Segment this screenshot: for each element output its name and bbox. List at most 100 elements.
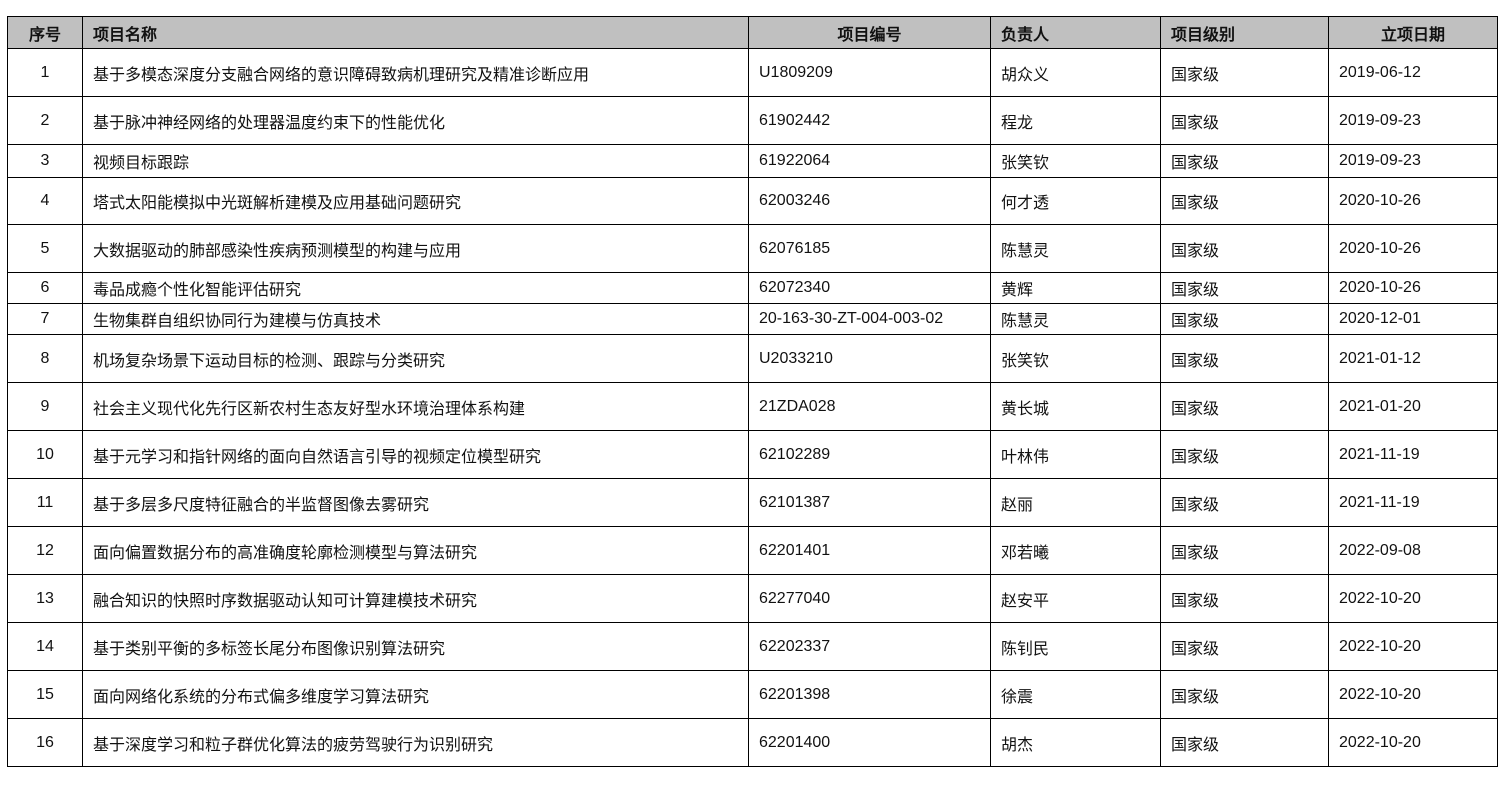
header-date: 立项日期: [1328, 16, 1498, 49]
cell-index: 7: [7, 303, 83, 335]
cell-project-number: 62003246: [748, 177, 991, 225]
cell-project-number: 62202337: [748, 622, 991, 671]
cell-project-name: 融合知识的快照时序数据驱动认知可计算建模技术研究: [82, 574, 749, 623]
cell-date: 2019-09-23: [1328, 144, 1498, 178]
cell-project-number: 21ZDA028: [748, 382, 991, 431]
cell-level: 国家级: [1160, 622, 1329, 671]
cell-date: 2020-12-01: [1328, 303, 1498, 335]
header-project-number: 项目编号: [748, 16, 991, 49]
cell-level: 国家级: [1160, 382, 1329, 431]
cell-project-number: 62277040: [748, 574, 991, 623]
cell-index: 1: [7, 48, 83, 97]
table-header-row: 序号 项目名称 项目编号 负责人 项目级别 立项日期: [7, 16, 1498, 49]
cell-index: 6: [7, 272, 83, 304]
cell-date: 2019-06-12: [1328, 48, 1498, 97]
cell-project-name: 基于多层多尺度特征融合的半监督图像去雾研究: [82, 478, 749, 527]
cell-level: 国家级: [1160, 526, 1329, 575]
header-leader: 负责人: [990, 16, 1161, 49]
cell-index: 8: [7, 334, 83, 383]
cell-project-name: 基于类别平衡的多标签长尾分布图像识别算法研究: [82, 622, 749, 671]
cell-index: 12: [7, 526, 83, 575]
table-row: 10 基于元学习和指针网络的面向自然语言引导的视频定位模型研究 62102289 叶林…: [7, 430, 1498, 479]
cell-level: 国家级: [1160, 272, 1329, 304]
cell-index: 9: [7, 382, 83, 431]
cell-date: 2022-10-20: [1328, 622, 1498, 671]
cell-date: 2021-11-19: [1328, 430, 1498, 479]
cell-date: 2022-09-08: [1328, 526, 1498, 575]
cell-date: 2019-09-23: [1328, 96, 1498, 145]
cell-project-number: 61902442: [748, 96, 991, 145]
table-row: 7 生物集群自组织协同行为建模与仿真技术 20-163-30-ZT-004-003-…: [7, 303, 1498, 335]
cell-index: 3: [7, 144, 83, 178]
cell-project-name: 基于多模态深度分支融合网络的意识障碍致病机理研究及精准诊断应用: [82, 48, 749, 97]
table-row: 12 面向偏置数据分布的高准确度轮廓检测模型与算法研究 62201401 邓若曦 国家级…: [7, 526, 1498, 575]
table-row: 4 塔式太阳能模拟中光斑解析建模及应用基础问题研究 62003246 何才透 国家级 20…: [7, 177, 1498, 225]
cell-project-name: 面向偏置数据分布的高准确度轮廓检测模型与算法研究: [82, 526, 749, 575]
header-index: 序号: [7, 16, 83, 49]
cell-project-number: 62201398: [748, 670, 991, 719]
cell-project-number: 62102289: [748, 430, 991, 479]
cell-leader: 胡众义: [990, 48, 1161, 97]
cell-date: 2021-11-19: [1328, 478, 1498, 527]
cell-date: 2021-01-20: [1328, 382, 1498, 431]
cell-level: 国家级: [1160, 224, 1329, 273]
cell-level: 国家级: [1160, 48, 1329, 97]
cell-level: 国家级: [1160, 670, 1329, 719]
cell-index: 14: [7, 622, 83, 671]
cell-index: 10: [7, 430, 83, 479]
cell-index: 15: [7, 670, 83, 719]
cell-level: 国家级: [1160, 334, 1329, 383]
cell-project-name: 塔式太阳能模拟中光斑解析建模及应用基础问题研究: [82, 177, 749, 225]
table-row: 6 毒品成瘾个性化智能评估研究 62072340 黄辉 国家级 2020-10-26: [7, 272, 1498, 304]
cell-project-number: U1809209: [748, 48, 991, 97]
cell-level: 国家级: [1160, 718, 1329, 767]
cell-date: 2022-10-20: [1328, 670, 1498, 719]
cell-leader: 胡杰: [990, 718, 1161, 767]
cell-project-number: 61922064: [748, 144, 991, 178]
cell-project-number: 62076185: [748, 224, 991, 273]
cell-leader: 黄辉: [990, 272, 1161, 304]
cell-date: 2020-10-26: [1328, 272, 1498, 304]
cell-date: 2022-10-20: [1328, 574, 1498, 623]
table-row: 1 基于多模态深度分支融合网络的意识障碍致病机理研究及精准诊断应用 U1809209…: [7, 48, 1498, 97]
cell-leader: 黄长城: [990, 382, 1161, 431]
cell-level: 国家级: [1160, 303, 1329, 335]
header-project-name: 项目名称: [82, 16, 749, 49]
table-row: 9 社会主义现代化先行区新农村生态友好型水环境治理体系构建 21ZDA028 黄长城国…: [7, 382, 1498, 431]
cell-project-number: 62072340: [748, 272, 991, 304]
table-row: 8 机场复杂场景下运动目标的检测、跟踪与分类研究 U2033210 张笑钦 国家级 202…: [7, 334, 1498, 383]
cell-level: 国家级: [1160, 177, 1329, 225]
cell-project-number: 62201400: [748, 718, 991, 767]
table-row: 5 大数据驱动的肺部感染性疾病预测模型的构建与应用 62076185 陈慧灵 国家级 20…: [7, 224, 1498, 273]
cell-index: 13: [7, 574, 83, 623]
cell-leader: 徐震: [990, 670, 1161, 719]
cell-date: 2022-10-20: [1328, 718, 1498, 767]
cell-leader: 邓若曦: [990, 526, 1161, 575]
cell-level: 国家级: [1160, 574, 1329, 623]
project-table: 序号 项目名称 项目编号 负责人 项目级别 立项日期 1 基于多模态深度分支融合网…: [7, 16, 1498, 767]
cell-index: 16: [7, 718, 83, 767]
cell-project-number: 20-163-30-ZT-004-003-02: [748, 303, 991, 335]
cell-level: 国家级: [1160, 430, 1329, 479]
cell-project-name: 大数据驱动的肺部感染性疾病预测模型的构建与应用: [82, 224, 749, 273]
cell-date: 2020-10-26: [1328, 224, 1498, 273]
cell-date: 2020-10-26: [1328, 177, 1498, 225]
cell-leader: 陈慧灵: [990, 224, 1161, 273]
cell-index: 5: [7, 224, 83, 273]
cell-project-name: 生物集群自组织协同行为建模与仿真技术: [82, 303, 749, 335]
cell-project-number: 62201401: [748, 526, 991, 575]
table-row: 3 视频目标跟踪 61922064 张笑钦 国家级 2019-09-23: [7, 144, 1498, 178]
cell-project-name: 基于脉冲神经网络的处理器温度约束下的性能优化: [82, 96, 749, 145]
cell-project-name: 机场复杂场景下运动目标的检测、跟踪与分类研究: [82, 334, 749, 383]
cell-level: 国家级: [1160, 478, 1329, 527]
cell-project-name: 基于元学习和指针网络的面向自然语言引导的视频定位模型研究: [82, 430, 749, 479]
table-row: 2 基于脉冲神经网络的处理器温度约束下的性能优化 61902442 程龙 国家级 2019…: [7, 96, 1498, 145]
cell-leader: 程龙: [990, 96, 1161, 145]
header-level: 项目级别: [1160, 16, 1329, 49]
cell-index: 4: [7, 177, 83, 225]
cell-leader: 张笑钦: [990, 144, 1161, 178]
cell-leader: 陈钊民: [990, 622, 1161, 671]
cell-date: 2021-01-12: [1328, 334, 1498, 383]
cell-project-number: U2033210: [748, 334, 991, 383]
cell-level: 国家级: [1160, 144, 1329, 178]
